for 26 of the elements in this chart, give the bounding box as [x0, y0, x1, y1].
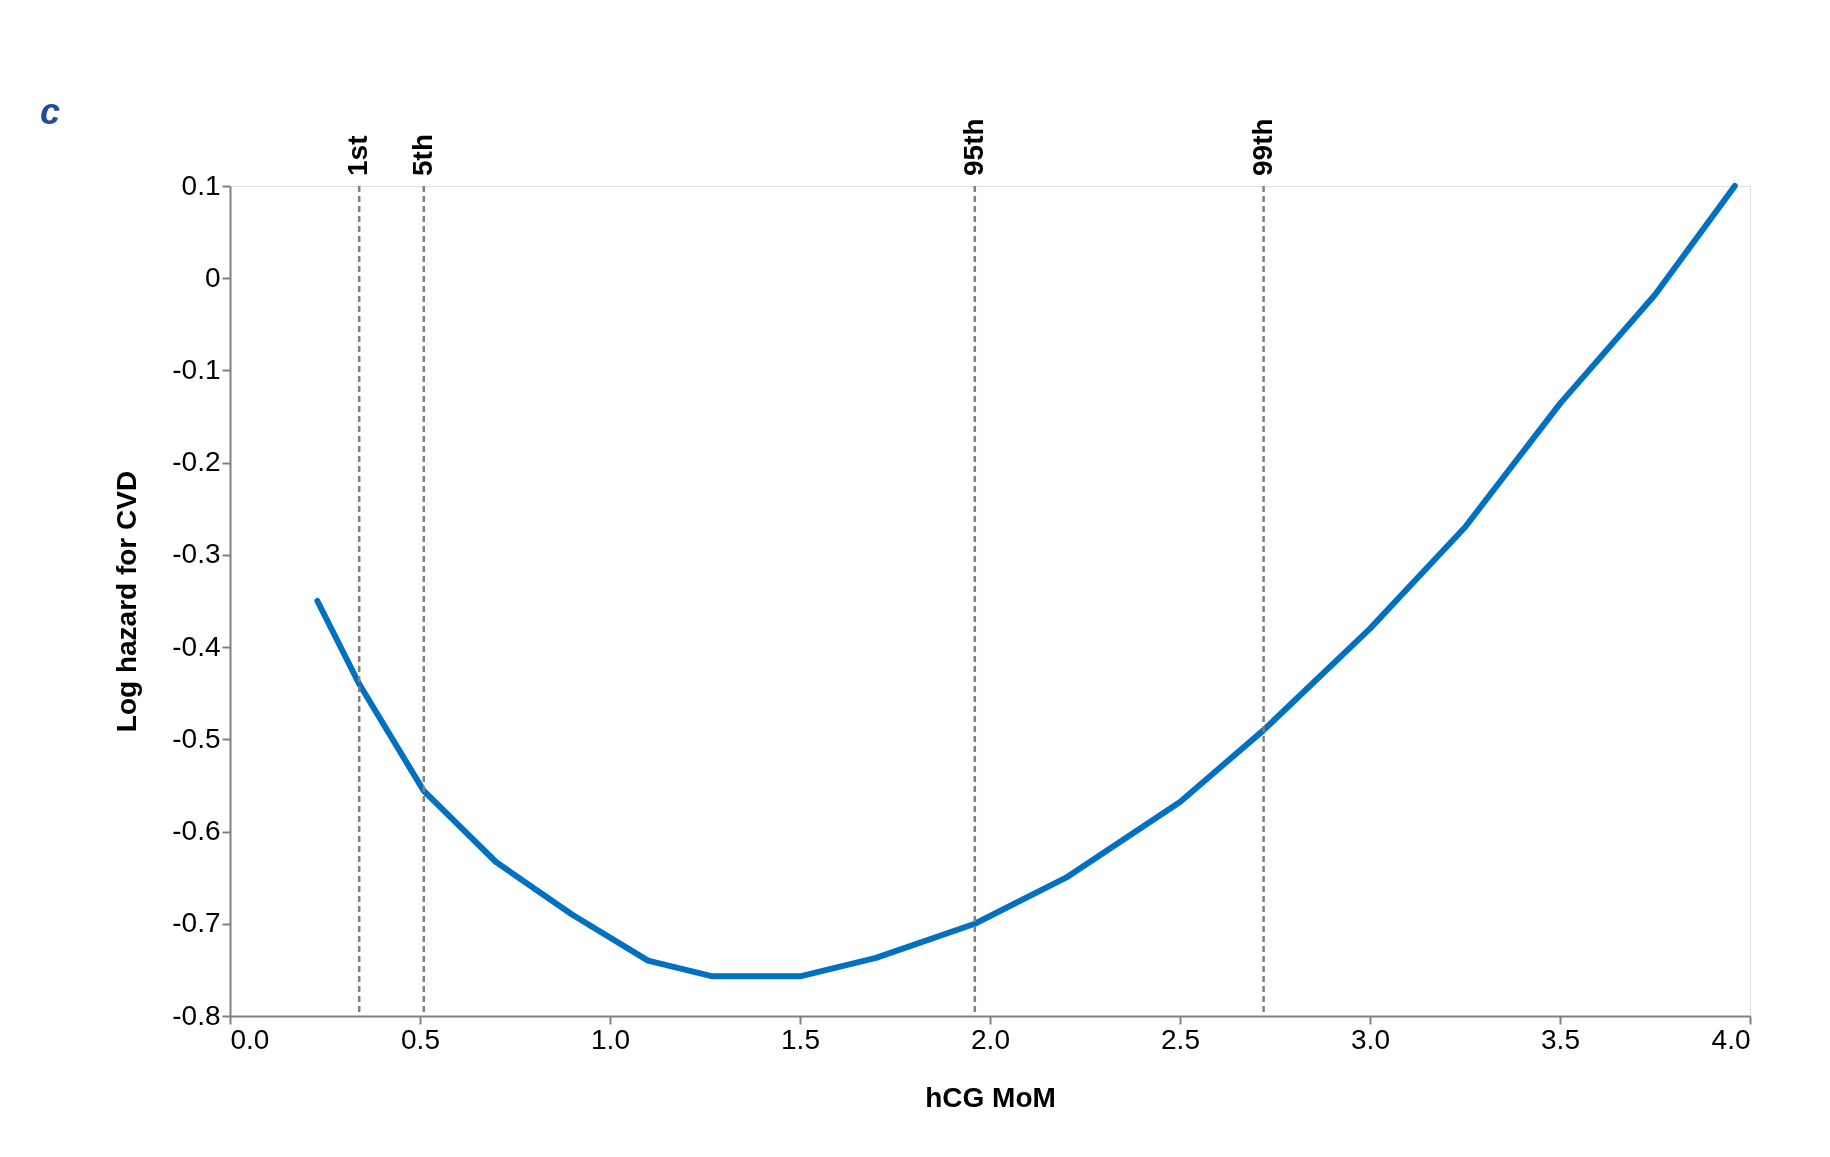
y-tick-label: -0.6 [172, 815, 221, 847]
x-tick-label: 0.0 [230, 1023, 270, 1055]
ref-line-label: 99th [1246, 118, 1278, 176]
ref-line-label: 95th [957, 118, 989, 176]
x-tick-label: 2.5 [1161, 1023, 1200, 1055]
x-tick-label: 4.0 [1711, 1023, 1751, 1055]
y-tick-label: 0.1 [181, 169, 221, 201]
x-tick-label: 1.5 [781, 1023, 820, 1055]
y-tick-label: 0 [204, 261, 221, 293]
x-tick-label: 2.0 [971, 1023, 1010, 1055]
y-axis-title: Log hazard for CVD [111, 470, 143, 733]
ref-line-label: 5th [406, 134, 438, 176]
x-tick-label: 0.5 [401, 1023, 440, 1055]
ref-line-label: 1st [342, 135, 374, 176]
x-axis-title: hCG MoM [925, 1081, 1056, 1113]
y-tick-label: -0.3 [172, 538, 221, 570]
y-tick-label: -0.2 [172, 446, 221, 478]
y-tick-label: -0.5 [172, 722, 221, 754]
y-tick-label: -0.4 [172, 630, 221, 662]
y-tick-label: -0.8 [172, 999, 221, 1031]
text: c [40, 91, 61, 132]
x-tick-label: 1.0 [591, 1023, 630, 1055]
y-tick-label: -0.7 [172, 907, 221, 939]
y-tick-label: -0.1 [172, 353, 221, 385]
x-tick-label: 3.0 [1351, 1023, 1390, 1055]
x-tick-label: 3.5 [1541, 1023, 1580, 1055]
